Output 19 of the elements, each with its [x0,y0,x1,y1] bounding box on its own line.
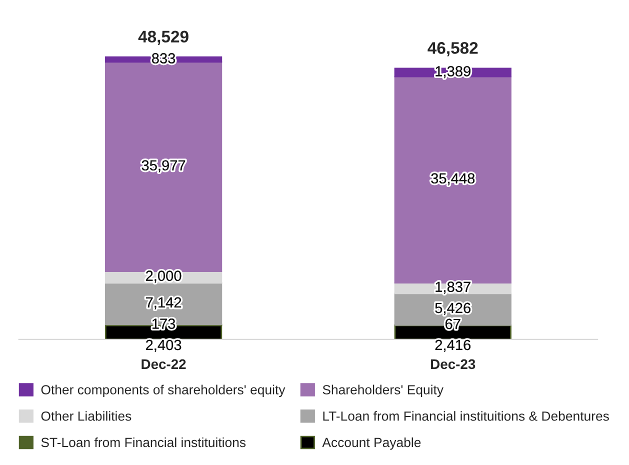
legend-label: Account Payable [322,437,421,450]
data-label: 1,837 [436,282,470,294]
x-tick-label: Dec-23 [431,359,476,370]
data-label: 2,000 [146,270,182,283]
legend-label: Other components of shareholders' equity [41,384,286,398]
data-label: 5,426 [435,302,470,315]
legend-label: LT-Loan from Financial instituitions & Debentures [323,411,609,421]
legend-label: Other Liabilities [41,411,132,421]
total-label: 48,529 [138,30,188,45]
total-label: 46,582 [428,42,478,56]
data-label: 1,389 [436,66,470,78]
data-label: 2,403 [146,340,182,352]
legend-label: ST-Loan from Financial instituitions [41,437,246,448]
data-label: 35,448 [431,173,475,186]
data-label: 35,977 [142,160,186,172]
x-tick-label: Dec-22 [142,359,186,370]
data-label: 7,142 [146,297,182,310]
legend-label: Shareholders' Equity [322,384,444,398]
data-label: 2,416 [435,340,470,352]
